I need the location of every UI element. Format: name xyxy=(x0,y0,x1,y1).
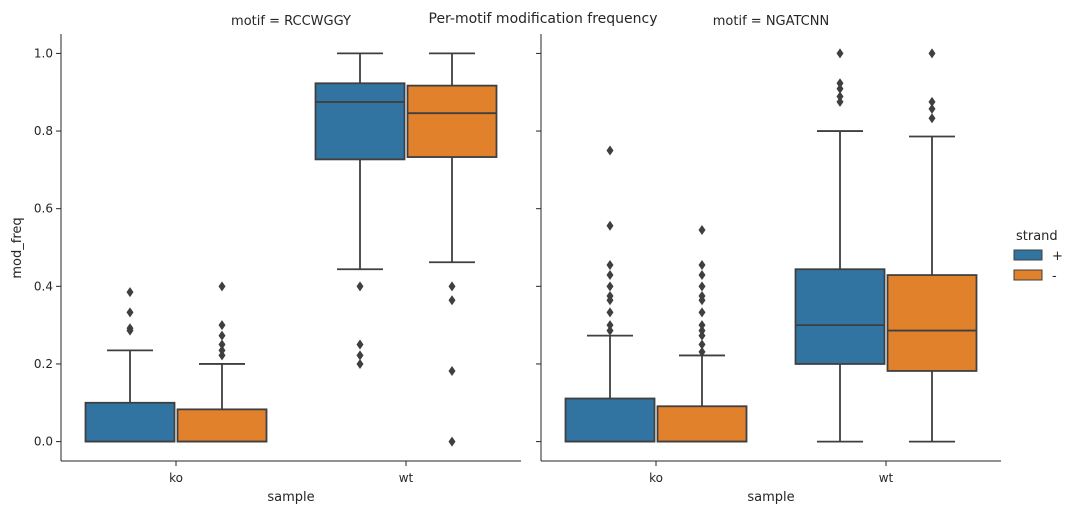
outlier-point xyxy=(218,350,226,361)
outlier-point xyxy=(126,325,134,336)
legend-title: strand xyxy=(1016,229,1058,244)
x-tick-label-wt: wt xyxy=(879,471,894,485)
outlier-point xyxy=(698,346,706,357)
outlier-point xyxy=(836,91,844,102)
outlier-point xyxy=(218,330,226,341)
outlier-point xyxy=(448,281,456,292)
legend: strand + - xyxy=(1013,229,1063,284)
y-tick-label: 0.6 xyxy=(34,202,53,216)
box-iqr xyxy=(314,82,406,161)
chart-suptitle: Per-motif modification frequency xyxy=(429,11,658,27)
outlier-point xyxy=(698,307,706,318)
outlier-point xyxy=(698,339,706,350)
outlier-point xyxy=(356,350,364,361)
outlier-point xyxy=(606,145,614,156)
x-axis-label: sample xyxy=(267,490,314,505)
x-tick-label-ko: ko xyxy=(169,471,183,485)
box-ko-minus xyxy=(656,225,748,443)
outlier-point xyxy=(928,96,936,107)
legend-swatch-plus xyxy=(1013,249,1043,261)
panel-title: motif = NGATCNN xyxy=(713,14,829,29)
outlier-point xyxy=(448,365,456,376)
legend-label-minus: - xyxy=(1052,269,1057,284)
x-tick-label-wt: wt xyxy=(399,471,414,485)
box-ko-plus xyxy=(564,145,656,443)
outlier-point xyxy=(606,320,614,331)
outlier-point xyxy=(836,83,844,94)
box-iqr xyxy=(886,274,978,372)
box-iqr xyxy=(794,268,886,365)
outlier-point xyxy=(698,330,706,341)
outlier-point xyxy=(218,320,226,331)
box-ko-minus xyxy=(176,281,268,443)
box-ko-plus xyxy=(84,287,176,443)
outlier-point xyxy=(698,295,706,306)
outlier-point xyxy=(698,259,706,270)
outlier-point xyxy=(698,225,706,236)
outlier-point xyxy=(928,48,936,59)
panel-title: motif = RCCWGGY xyxy=(231,14,351,29)
panel-ngatcnn: motif = NGATCNN sample ko wt xyxy=(536,14,1001,505)
outlier-point xyxy=(836,48,844,59)
outlier-point xyxy=(356,339,364,350)
outlier-point xyxy=(606,220,614,231)
box-iqr xyxy=(656,405,748,443)
box-iqr xyxy=(176,408,268,443)
outlier-point xyxy=(356,281,364,292)
outlier-point xyxy=(448,436,456,447)
box-wt-plus xyxy=(794,48,886,443)
y-tick-label: 0.4 xyxy=(34,279,53,293)
outlier-point xyxy=(606,281,614,292)
outlier-point xyxy=(448,295,456,306)
outlier-point xyxy=(126,307,134,318)
y-tick-label: 0.0 xyxy=(34,435,53,449)
box-wt-minus xyxy=(886,48,978,443)
box-iqr xyxy=(84,401,176,443)
outlier-point xyxy=(836,96,844,107)
outlier-point xyxy=(698,281,706,292)
outlier-point xyxy=(606,325,614,336)
outlier-point xyxy=(606,307,614,318)
legend-swatch-minus xyxy=(1013,269,1043,281)
outlier-point xyxy=(928,103,936,114)
y-tick-label: 0.8 xyxy=(34,124,53,138)
legend-label-plus: + xyxy=(1052,249,1063,264)
panel-rccwggy: motif = RCCWGGY mod_freq sample ko wt 0.… xyxy=(10,14,521,505)
outlier-point xyxy=(218,339,226,350)
box-wt-minus xyxy=(406,52,498,447)
x-tick-label-ko: ko xyxy=(649,471,663,485)
box-iqr xyxy=(564,397,656,443)
outlier-point xyxy=(928,113,936,124)
outlier-point xyxy=(698,325,706,336)
outlier-point xyxy=(606,259,614,270)
outlier-point xyxy=(836,78,844,89)
outlier-point xyxy=(218,281,226,292)
y-tick-label: 1.0 xyxy=(34,46,53,60)
outlier-point xyxy=(218,345,226,356)
outlier-point xyxy=(606,270,614,281)
outlier-point xyxy=(126,287,134,298)
x-axis-label: sample xyxy=(747,490,794,505)
outlier-point xyxy=(698,270,706,281)
y-tick-label: 0.2 xyxy=(34,357,53,371)
box-iqr xyxy=(406,84,498,158)
outlier-point xyxy=(356,358,364,369)
outlier-point xyxy=(606,295,614,306)
outlier-point xyxy=(698,320,706,331)
y-axis-label: mod_freq xyxy=(10,217,25,278)
box-wt-plus xyxy=(314,52,406,369)
